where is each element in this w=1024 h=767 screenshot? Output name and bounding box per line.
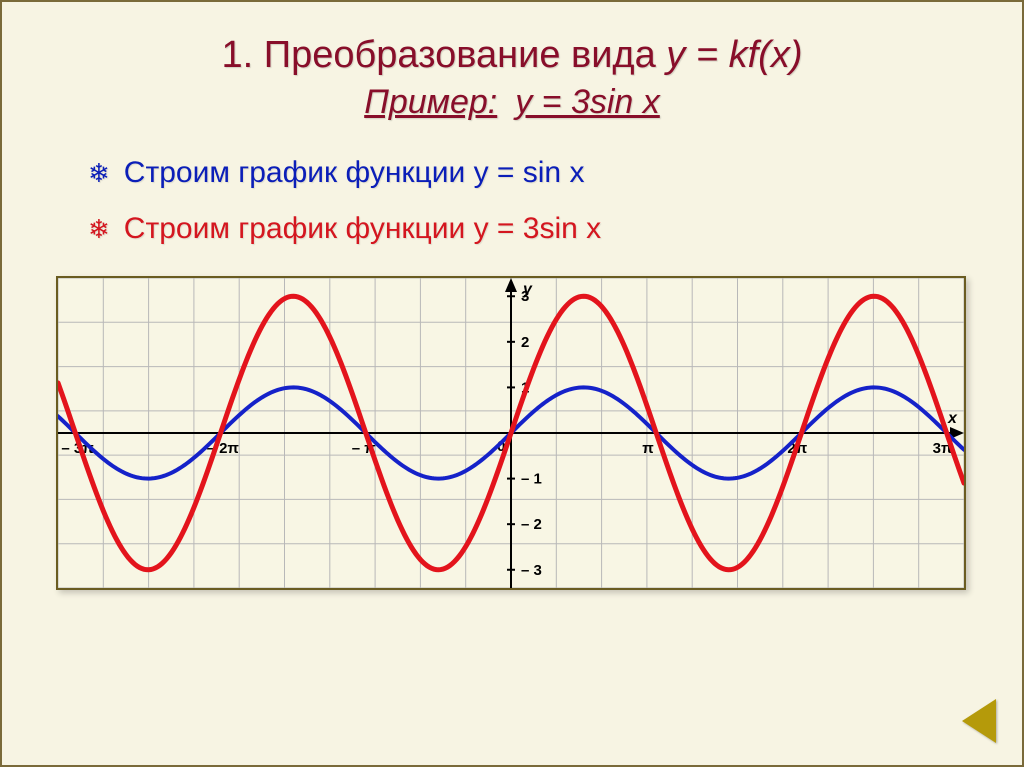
title-formula: y = kf(x) <box>666 34 802 76</box>
slide-subtitle: Пример: y = 3sin x <box>50 83 974 122</box>
sine-chart: yx0– 3– 2– 1123– 3π– 2π– ππ2π3π <box>58 278 964 588</box>
svg-text:– 2: – 2 <box>521 516 542 533</box>
chart-container: yx0– 3– 2– 1123– 3π– 2π– ππ2π3π <box>56 276 966 590</box>
bullet-1: ❄ Строим график функции y = sin x <box>88 156 974 190</box>
title-prefix: 1. Преобразование вида <box>222 34 667 76</box>
slide-title: 1. Преобразование вида y = kf(x) <box>50 34 974 77</box>
subtitle-formula: y = 3sin x <box>515 83 660 121</box>
svg-text:– 1: – 1 <box>521 471 542 488</box>
subtitle-label: Пример: <box>364 83 497 121</box>
bullet-2-text: Строим график функции y = 3sin x <box>124 212 601 246</box>
svg-text:– 3: – 3 <box>521 562 542 579</box>
bullet-2: ❄ Строим график функции y = 3sin x <box>88 212 974 246</box>
svg-text:3: 3 <box>521 288 529 305</box>
svg-text:x: x <box>947 410 958 427</box>
snowflake-icon: ❄ <box>88 214 110 245</box>
svg-text:2: 2 <box>521 334 529 351</box>
prev-slide-button[interactable] <box>962 699 996 743</box>
snowflake-icon: ❄ <box>88 158 110 189</box>
svg-text:π: π <box>642 440 654 457</box>
bullet-1-text: Строим график функции y = sin x <box>124 156 585 190</box>
